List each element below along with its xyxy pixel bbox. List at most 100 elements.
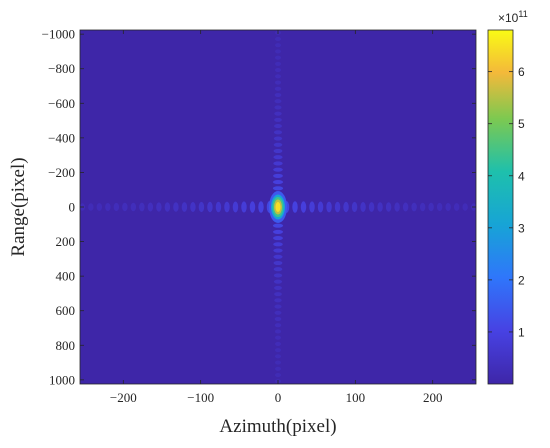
range-sidelobe [275, 49, 281, 54]
range-sidelobe [274, 298, 282, 303]
range-sidelobe [273, 155, 283, 160]
y-axis-label: Range(pixel) [8, 157, 29, 256]
range-sidelobe [275, 360, 281, 365]
colorbar-tick-label: 3 [518, 221, 525, 235]
sidelobes-group [80, 30, 476, 384]
x-tick-label: 100 [346, 390, 366, 405]
azimuth-sidelobe [88, 203, 94, 211]
azimuth-sidelobe [224, 201, 230, 213]
azimuth-sidelobe [96, 203, 103, 211]
range-sidelobe [274, 329, 282, 334]
colorbar-exponent-power: 11 [518, 9, 527, 19]
range-sidelobe [274, 323, 282, 328]
y-tick-label: 600 [56, 303, 76, 318]
azimuth-sidelobe [215, 201, 222, 213]
azimuth-sidelobe [343, 201, 349, 213]
y-axis-ticks: −1000 −800 −600 −400 −200 0 200 400 600 800 1000 [42, 27, 476, 387]
range-sidelobe [275, 372, 281, 378]
range-sidelobe [275, 74, 281, 79]
y-tick-label: 200 [56, 234, 76, 249]
azimuth-sidelobe [198, 201, 205, 213]
azimuth-sidelobe [428, 202, 434, 212]
range-sidelobe [273, 148, 283, 154]
range-sidelobe [274, 304, 282, 309]
range-sidelobe [274, 99, 282, 104]
azimuth-sidelobe [436, 202, 443, 212]
range-sidelobe [273, 167, 283, 172]
azimuth-sidelobe [130, 202, 137, 212]
azimuth-sidelobe [453, 203, 460, 211]
azimuth-sidelobe [394, 202, 400, 212]
colorbar [487, 29, 514, 385]
range-sidelobe [274, 86, 282, 91]
range-sidelobe [274, 310, 282, 315]
azimuth-sidelobe [368, 202, 375, 212]
range-sidelobe [272, 186, 284, 191]
range-sidelobe [273, 242, 283, 247]
y-tick-label: 800 [56, 338, 76, 353]
range-sidelobe [275, 68, 281, 73]
range-sidelobe [273, 173, 283, 178]
range-sidelobe [272, 229, 284, 234]
range-sidelobe [275, 354, 281, 359]
range-sidelobe [273, 130, 283, 135]
azimuth-sidelobe [360, 202, 366, 212]
azimuth-sidelobe [309, 201, 315, 213]
colorbar-tick-label: 2 [518, 273, 525, 287]
range-sidelobe [273, 260, 283, 266]
main-peak [275, 202, 281, 212]
range-sidelobe [273, 267, 283, 272]
azimuth-sidelobe [122, 202, 128, 212]
colorbar-tick-label: 6 [518, 65, 525, 79]
range-sidelobe [273, 142, 283, 147]
x-tick-label: −100 [187, 390, 214, 405]
azimuth-sidelobe [411, 202, 417, 212]
y-tick-label: −800 [48, 61, 75, 76]
azimuth-sidelobe [462, 203, 468, 211]
y-tick-label: −1000 [42, 27, 75, 42]
azimuth-sidelobe [419, 202, 426, 212]
azimuth-sidelobe [147, 202, 154, 212]
y-tick-label: 0 [69, 200, 76, 215]
x-axis-label: Azimuth(pixel) [219, 416, 336, 437]
colorbar-ticks: 1 2 3 4 5 6 [488, 65, 525, 339]
azimuth-sidelobe [181, 202, 188, 212]
x-tick-label: 0 [275, 390, 282, 405]
range-sidelobe [273, 161, 283, 166]
azimuth-sidelobe [317, 201, 324, 213]
azimuth-sidelobe [445, 203, 451, 211]
y-tick-label: −600 [48, 96, 75, 111]
range-sidelobe [274, 92, 282, 98]
range-sidelobe [275, 36, 281, 42]
range-sidelobe [274, 111, 282, 116]
colorbar-exponent: ×1011 [498, 9, 528, 25]
azimuth-sidelobe [249, 201, 256, 213]
colorbar-tick-label: 4 [518, 169, 525, 183]
azimuth-sidelobe [156, 202, 162, 212]
y-tick-label: 400 [56, 269, 76, 284]
azimuth-sidelobe [292, 201, 298, 213]
azimuth-sidelobe [351, 201, 358, 213]
range-sidelobe [275, 43, 281, 48]
azimuth-sidelobe [113, 202, 120, 212]
azimuth-sidelobe [173, 202, 179, 212]
range-sidelobe [275, 61, 281, 66]
azimuth-sidelobe [377, 202, 383, 212]
y-tick-label: −200 [48, 165, 75, 180]
range-sidelobe [273, 279, 283, 284]
range-sidelobe [272, 223, 284, 228]
y-tick-label: −400 [48, 130, 75, 145]
range-sidelobe [274, 124, 282, 129]
azimuth-sidelobe [300, 201, 307, 213]
range-sidelobe [273, 236, 283, 241]
azimuth-sidelobe [139, 202, 145, 212]
colorbar-tick-label: 5 [518, 117, 525, 131]
range-sidelobe [273, 273, 283, 278]
colorbar-tick-label: 1 [518, 325, 525, 339]
range-sidelobe [275, 366, 281, 371]
range-sidelobe [275, 341, 281, 346]
y-tick-label: 1000 [49, 372, 75, 387]
range-sidelobe [275, 348, 281, 353]
